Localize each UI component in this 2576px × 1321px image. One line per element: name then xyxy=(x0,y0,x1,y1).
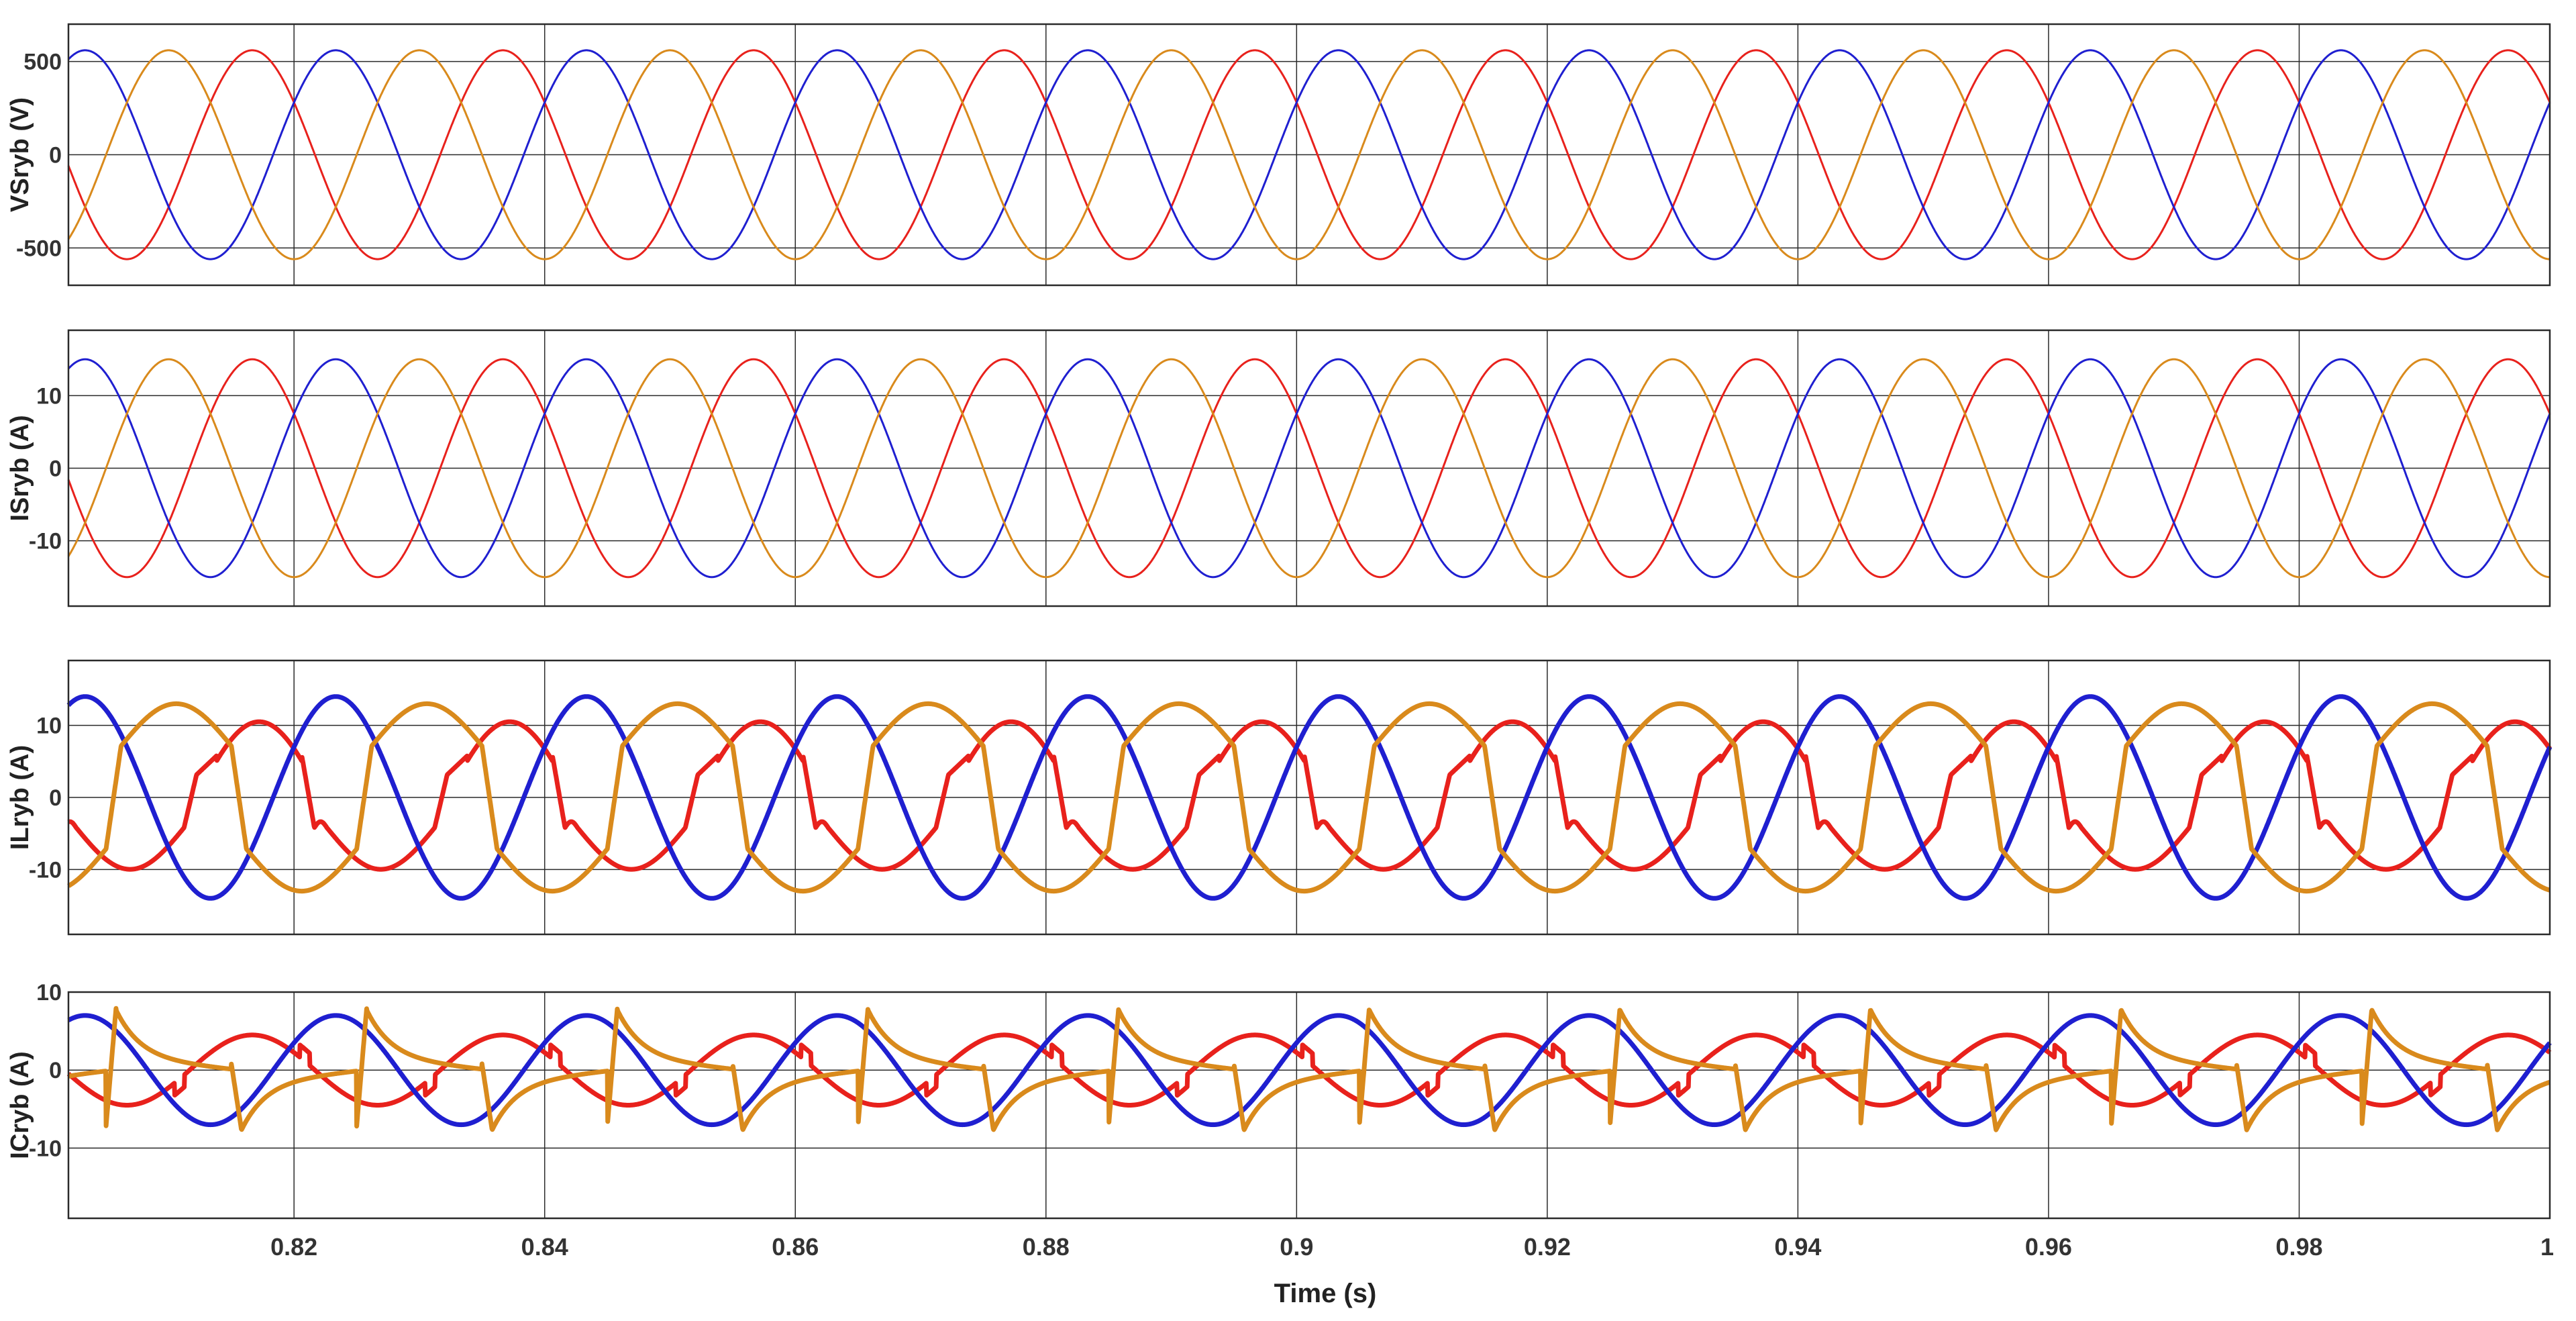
x-tick-label: 0.86 xyxy=(772,1233,819,1261)
y-axis-label: ILryb (A) xyxy=(6,745,34,850)
y-tick-label: -10 xyxy=(29,529,62,554)
plot-frame xyxy=(67,659,2551,936)
x-tick-label: 0.94 xyxy=(1774,1233,1821,1261)
subplot-1: -500 0 500 VSryb (V) xyxy=(6,23,2551,287)
x-tick-label: 0.96 xyxy=(2025,1233,2072,1261)
x-tick-label: 0.9 xyxy=(1280,1233,1313,1261)
y-tick-label: 0 xyxy=(49,456,62,482)
series-line-1 xyxy=(67,49,2551,260)
y-tick-label: 0 xyxy=(49,1058,62,1083)
plot-frame xyxy=(67,23,2551,287)
y-tick-label: 10 xyxy=(36,714,62,739)
y-tick-label: 10 xyxy=(36,980,62,1006)
series-line-3 xyxy=(66,1006,2552,1132)
series-line-2 xyxy=(67,49,2551,260)
y-axis-label: ISryb (A) xyxy=(6,415,34,521)
series-line-2 xyxy=(66,694,2553,901)
series-line-1 xyxy=(66,719,2552,872)
series-line-1 xyxy=(67,358,2551,579)
x-tick-label: 0.92 xyxy=(1524,1233,1571,1261)
x-tick-label: 0.98 xyxy=(2275,1233,2322,1261)
y-tick-label: -10 xyxy=(29,1136,62,1161)
y-tick-label: -10 xyxy=(29,857,62,883)
y-axis-label: ICryb (A) xyxy=(6,1051,34,1159)
y-tick-label: 0 xyxy=(49,143,62,168)
series-line-2 xyxy=(67,358,2551,579)
x-tick-label: 0.88 xyxy=(1023,1233,1070,1261)
plot-frame xyxy=(67,991,2551,1220)
series-line-1 xyxy=(66,1032,2552,1108)
y-tick-label: 10 xyxy=(36,383,62,409)
x-tick-label: 1 xyxy=(2540,1233,2554,1261)
series-line-3 xyxy=(67,358,2551,579)
y-tick-label: 500 xyxy=(23,50,62,75)
plot-frame xyxy=(67,329,2551,607)
series-line-2 xyxy=(66,1013,2552,1128)
y-axis-label: VSryb (V) xyxy=(6,97,34,212)
subplot-4: -10 0 10 ICryb (A) 0.82 0.84 0.86 0.88 0.9 0.92 0.… xyxy=(6,980,2554,1261)
series-line-3 xyxy=(67,49,2551,260)
y-tick-label: 0 xyxy=(49,785,62,811)
x-tick-label: 0.84 xyxy=(521,1233,568,1261)
x-tick-label: 0.82 xyxy=(270,1233,317,1261)
series-line-3 xyxy=(66,701,2552,894)
x-axis-label: Time (s) xyxy=(1274,1279,1377,1308)
y-tick-label: -500 xyxy=(16,236,62,261)
